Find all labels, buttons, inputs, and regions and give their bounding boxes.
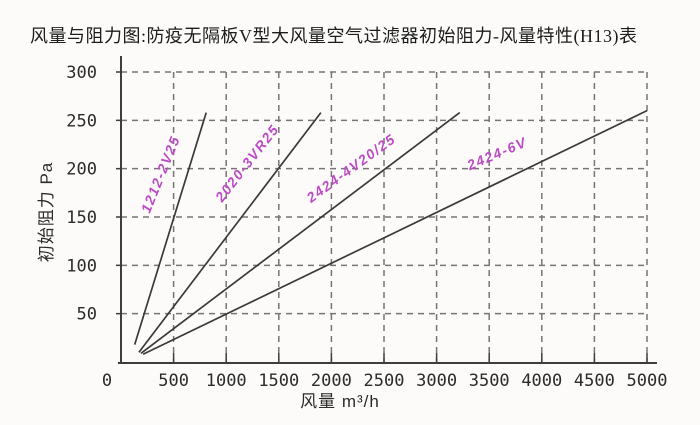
x-tick-label-5000: 5000 xyxy=(627,371,668,391)
x-tick-label-4000: 4000 xyxy=(521,371,562,391)
x-tick-label-0: 0 xyxy=(102,371,112,391)
y-tick-label-250: 250 xyxy=(66,111,97,131)
series-label-2020-3VR25: 2020-3VR25 xyxy=(211,121,282,205)
chart-title: 风量与阻力图:防疫无隔板V型大风量空气过滤器初始阻力-风量特性(H13)表 xyxy=(30,26,638,46)
series-line-2424-4V20/25 xyxy=(140,111,461,354)
y-axis-title: 初始阻力 Pa xyxy=(37,162,56,263)
x-tick-label-4500: 4500 xyxy=(574,371,615,391)
y-tick-label-300: 300 xyxy=(66,63,97,83)
x-tick-label-500: 500 xyxy=(158,371,189,391)
x-tick-label-2500: 2500 xyxy=(364,371,405,391)
series-label-2424-6V: 2424-6V xyxy=(464,134,530,174)
series-line-1212-2V25 xyxy=(133,112,208,345)
y-tick-label-150: 150 xyxy=(66,208,97,228)
x-tick-label-1500: 1500 xyxy=(258,371,299,391)
x-axis-title: 风量 m³/h xyxy=(300,392,380,411)
x-tick-label-3500: 3500 xyxy=(469,371,510,391)
series-line-2020-3VR25 xyxy=(138,112,322,353)
y-tick-label-100: 100 xyxy=(66,256,97,276)
y-tick-label-50: 50 xyxy=(77,305,97,325)
y-tick-label-200: 200 xyxy=(66,160,97,180)
series-label-1212-2V25: 1212-2V25 xyxy=(138,133,184,215)
x-tick-label-1000: 1000 xyxy=(206,371,247,391)
x-tick-label-2000: 2000 xyxy=(311,371,352,391)
series-line-2424-6V xyxy=(142,109,648,356)
x-tick-label-3000: 3000 xyxy=(416,371,457,391)
